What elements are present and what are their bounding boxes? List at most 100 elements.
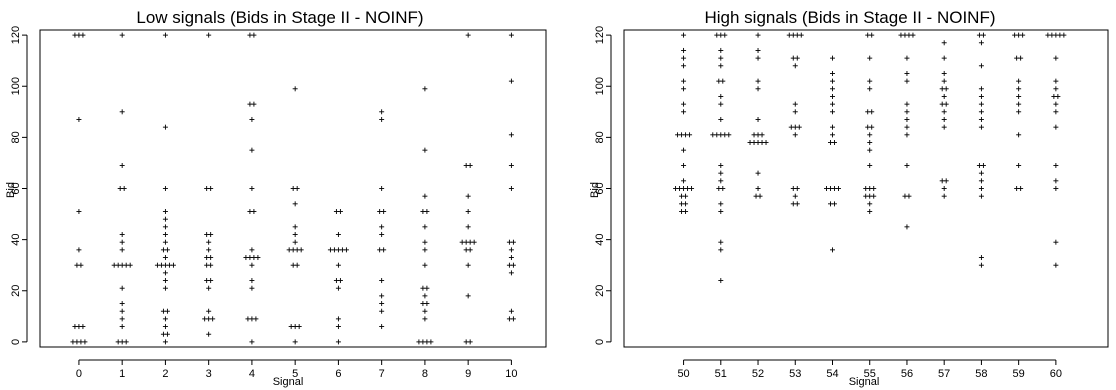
- data-point: [379, 232, 385, 238]
- data-point: [687, 132, 693, 138]
- y-tick-label: 80: [10, 131, 22, 143]
- data-point: [1053, 101, 1059, 107]
- data-point: [206, 285, 212, 291]
- x-tick-label: 9: [465, 368, 471, 380]
- data-point: [1016, 162, 1022, 168]
- data-point: [335, 232, 341, 238]
- y-tick-label: 120: [594, 26, 606, 44]
- data-point: [251, 209, 257, 215]
- data-point: [119, 247, 125, 253]
- data-point: [867, 78, 873, 84]
- plot-frame: [623, 29, 1109, 348]
- data-point: [253, 316, 259, 322]
- x-tick-label: 50: [677, 368, 689, 380]
- data-point: [718, 162, 724, 168]
- data-point: [162, 224, 168, 230]
- data-point: [76, 116, 82, 122]
- data-point: [718, 63, 724, 69]
- data-point: [249, 339, 255, 345]
- data-point: [980, 162, 986, 168]
- data-point: [1055, 93, 1061, 99]
- data-point: [904, 78, 910, 84]
- chart-low-signals-svg: Low signals (Bids in Stage II - NOINF) S…: [5, 8, 547, 388]
- data-point: [162, 270, 168, 276]
- x-tick-label: 51: [715, 368, 727, 380]
- data-point: [467, 339, 473, 345]
- y-tick-label: 60: [10, 182, 22, 194]
- data-point: [379, 293, 385, 299]
- data-point: [162, 324, 168, 330]
- data-point: [465, 193, 471, 199]
- data-point: [755, 116, 761, 122]
- data-point: [829, 132, 835, 138]
- x-tick-label: 54: [826, 368, 838, 380]
- data-point: [1016, 78, 1022, 84]
- data-point: [941, 93, 947, 99]
- data-point: [206, 308, 212, 314]
- x-tick-label: 6: [335, 368, 341, 380]
- data-point: [206, 247, 212, 253]
- data-point: [119, 32, 125, 38]
- data-point: [1016, 93, 1022, 99]
- data-point: [683, 193, 689, 199]
- x-tick-label: 58: [975, 368, 987, 380]
- y-axis-label: Bid: [589, 182, 601, 198]
- data-point: [422, 239, 428, 245]
- data-point: [941, 124, 947, 130]
- data-point: [170, 262, 176, 268]
- data-point: [206, 331, 212, 337]
- data-point: [867, 162, 873, 168]
- data-point: [335, 316, 341, 322]
- data-point: [508, 32, 514, 38]
- y-tick-label: 0: [594, 339, 606, 345]
- data-point: [718, 201, 724, 207]
- chart-title: Low signals (Bids in Stage II - NOINF): [136, 8, 423, 27]
- data-point: [1016, 109, 1022, 115]
- data-point: [422, 147, 428, 153]
- data-point: [904, 132, 910, 138]
- data-point: [941, 193, 947, 199]
- data-point: [835, 186, 841, 191]
- data-point: [681, 55, 687, 61]
- data-point: [867, 86, 873, 92]
- data-point: [292, 239, 298, 245]
- data-point: [162, 339, 168, 345]
- data-point: [1016, 86, 1022, 92]
- data-point: [467, 162, 473, 168]
- data-point: [904, 55, 910, 61]
- data-point: [829, 109, 835, 115]
- y-tick-label: 0: [10, 339, 22, 345]
- x-tick-label: 57: [938, 368, 950, 380]
- data-point: [978, 93, 984, 99]
- data-point: [335, 324, 341, 330]
- data-point: [296, 324, 302, 330]
- data-point: [422, 316, 428, 322]
- data-point: [424, 285, 430, 291]
- data-point: [206, 239, 212, 245]
- data-point: [1018, 186, 1024, 191]
- x-tick-label: 5: [292, 368, 298, 380]
- data-point: [508, 270, 514, 276]
- data-point: [829, 55, 835, 61]
- data-point: [379, 109, 385, 115]
- data-point: [978, 178, 984, 184]
- x-tick-label: 56: [901, 368, 913, 380]
- data-point: [119, 109, 125, 115]
- data-point: [465, 209, 471, 215]
- y-tick-label: 40: [594, 234, 606, 246]
- data-point: [1053, 178, 1059, 184]
- data-point: [422, 193, 428, 199]
- chart-low-signals: Low signals (Bids in Stage II - NOINF) S…: [5, 8, 547, 388]
- data-point: [294, 186, 300, 191]
- data-point: [755, 78, 761, 84]
- y-tick-label: 100: [10, 77, 22, 95]
- data-point: [829, 101, 835, 107]
- data-point: [681, 162, 687, 168]
- data-point: [759, 132, 765, 138]
- data-point: [829, 124, 835, 130]
- data-point: [794, 186, 800, 191]
- data-point: [162, 255, 168, 261]
- data-point: [720, 186, 726, 191]
- data-point: [292, 339, 298, 345]
- data-point: [1016, 132, 1022, 138]
